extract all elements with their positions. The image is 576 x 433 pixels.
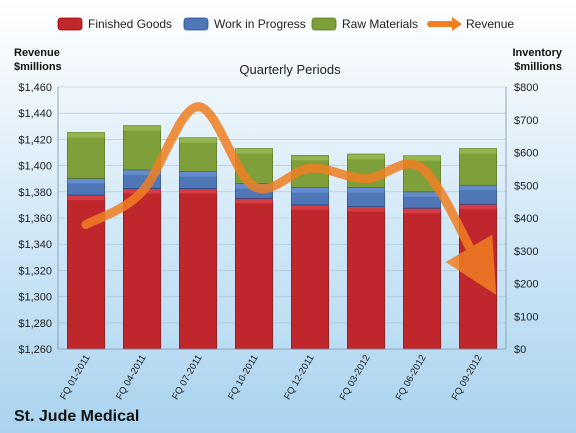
bar-segment (347, 206, 385, 350)
bar-segment-highlight (291, 187, 329, 193)
right-tick-label: $100 (514, 311, 538, 323)
left-tick-label: $1,280 (18, 318, 52, 330)
left-axis-label-line2: $millions (14, 61, 62, 73)
left-tick-label: $1,460 (18, 82, 52, 94)
bar-segment-highlight (291, 204, 329, 210)
legend-label: Raw Materials (342, 17, 418, 31)
bar-segment-highlight (179, 188, 217, 194)
left-tick-label: $1,360 (18, 213, 52, 225)
legend: Finished Goods Work in Progress Raw Materi… (57, 17, 514, 31)
bar-segment-highlight (403, 208, 441, 214)
bar-segment-highlight (459, 204, 497, 210)
bar-segment-highlight (67, 195, 105, 201)
bar-segment-highlight (403, 155, 441, 161)
bar-segment-highlight (235, 148, 273, 154)
legend-item: Finished Goods (57, 17, 172, 31)
legend-item: Work in Progress (183, 17, 306, 31)
bar-segment-highlight (403, 191, 441, 197)
left-tick-label: $1,440 (18, 108, 52, 120)
left-tick-label: $1,400 (18, 161, 52, 173)
bar-segment-highlight (291, 155, 329, 161)
right-tick-label: $300 (514, 246, 538, 258)
company-name: St. Jude Medical (14, 408, 139, 425)
chart-subtitle: Quarterly Periods (239, 62, 341, 77)
left-tick-label: $1,320 (18, 265, 52, 277)
legend-swatch (183, 17, 209, 31)
right-tick-label: $200 (514, 279, 538, 291)
bar-segment (179, 137, 217, 172)
left-tick-label: $1,420 (18, 134, 52, 146)
bar-segment-highlight (235, 198, 273, 204)
bar-segment (179, 188, 217, 350)
bar-segment (123, 125, 161, 171)
legend-swatch (57, 17, 83, 31)
bar-segment-highlight (123, 169, 161, 175)
right-axis-label-line1: Inventory (512, 47, 562, 59)
legend-label: Finished Goods (88, 17, 172, 31)
bar-segment-highlight (347, 206, 385, 212)
bar-segment-highlight (179, 137, 217, 143)
right-tick-label: $0 (514, 344, 526, 356)
bar-segment-highlight (459, 185, 497, 191)
bar-segment (291, 204, 329, 350)
bar-segment (459, 148, 497, 186)
right-tick-label: $400 (514, 213, 538, 225)
legend-item: Revenue (427, 17, 514, 31)
bar-segment-highlight (67, 178, 105, 184)
right-tick-label: $600 (514, 148, 538, 160)
bar-segment-highlight (347, 154, 385, 160)
left-tick-label: $1,340 (18, 239, 52, 251)
left-axis-label-line1: Revenue (14, 47, 60, 59)
bar-segment (235, 197, 273, 350)
bar-segment (67, 132, 105, 179)
right-axis-label-line2: $millions (514, 61, 562, 73)
bar-segment-highlight (67, 132, 105, 138)
bar-segment-highlight (179, 171, 217, 177)
legend-swatch-arrow (452, 17, 462, 31)
legend-item: Raw Materials (311, 17, 418, 31)
legend-swatch (311, 17, 337, 31)
bar-segment (123, 188, 161, 350)
right-tick-label: $700 (514, 115, 538, 127)
left-tick-label: $1,300 (18, 292, 52, 304)
right-tick-label: $500 (514, 180, 538, 192)
revenue-line-group (81, 102, 497, 295)
legend-label: Work in Progress (214, 17, 306, 31)
bar-segment-highlight (459, 148, 497, 154)
left-tick-label: $1,380 (18, 187, 52, 199)
bar-segment-highlight (123, 125, 161, 131)
bar-segment (403, 207, 441, 350)
bar-segment-highlight (347, 187, 385, 193)
legend-label: Revenue (466, 17, 514, 31)
left-tick-label: $1,260 (18, 344, 52, 356)
bar-segment (459, 203, 497, 350)
right-tick-label: $800 (514, 82, 538, 94)
